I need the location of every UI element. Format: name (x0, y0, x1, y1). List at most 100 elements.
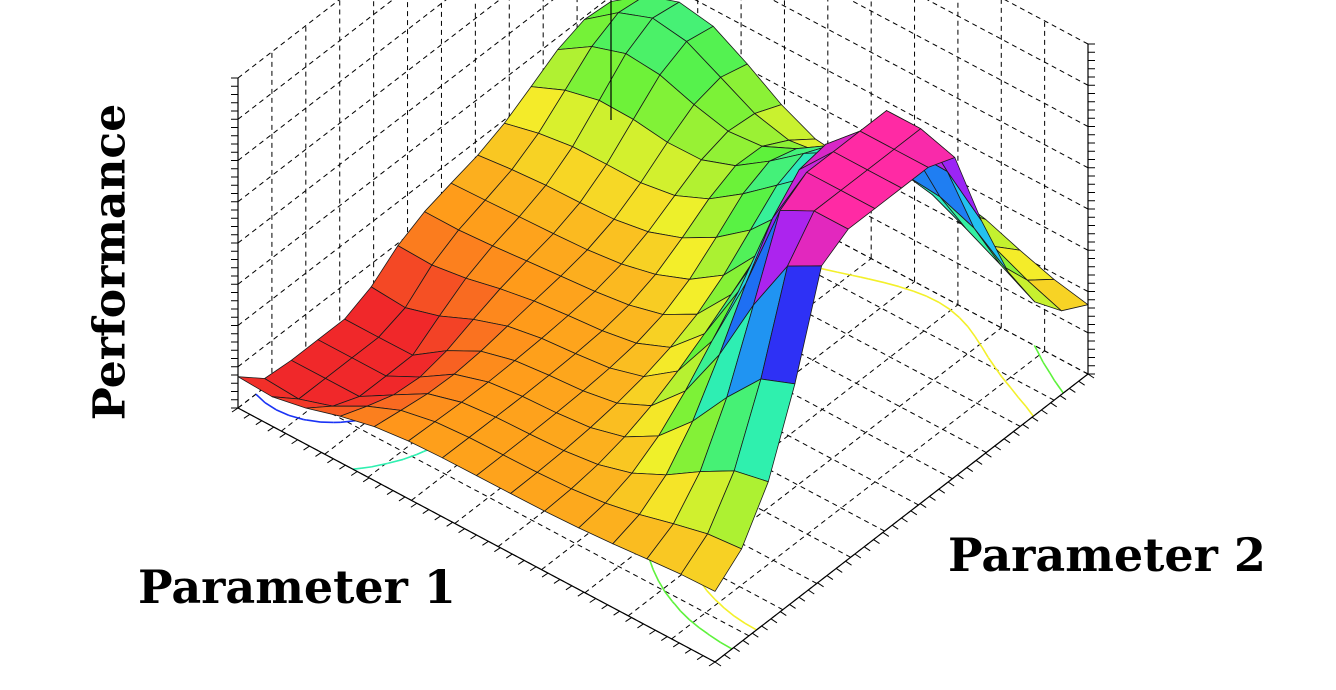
axis-tick (770, 618, 778, 624)
contour-line (707, 633, 710, 636)
contour-line (671, 601, 676, 605)
axis-tick (339, 464, 346, 470)
axis-tick (1087, 373, 1095, 379)
axis-tick (494, 547, 501, 553)
axis-tick (255, 420, 263, 426)
axis-tick (625, 617, 632, 622)
axis-tick (1022, 423, 1030, 429)
left-wall-grid-line (237, 0, 607, 285)
axis-tick (817, 582, 824, 588)
axis-tick (1059, 395, 1067, 401)
contour-line (1048, 372, 1056, 381)
surface-mesh (237, 0, 1089, 592)
contour-line (852, 274, 861, 278)
axis-tick (291, 439, 298, 445)
axis-tick (919, 503, 927, 509)
contour-line (1042, 361, 1051, 373)
axis-tick (938, 488, 946, 494)
contour-line (981, 346, 989, 358)
contour-line (688, 619, 700, 629)
axis-tick (873, 539, 880, 545)
axis-tick (684, 648, 692, 654)
contour-line (974, 336, 978, 340)
axis-tick (845, 560, 852, 566)
axis-tick (350, 471, 358, 476)
contour-line (836, 271, 854, 277)
axis-tick (362, 477, 370, 483)
floor-grid-line (671, 350, 1045, 640)
axis-tick (577, 591, 585, 597)
contour-line (352, 467, 362, 471)
x-axis-label: Parameter 1 (138, 560, 456, 614)
axis-tick (482, 540, 489, 546)
axis-tick (696, 655, 704, 661)
axis-tick (752, 632, 759, 638)
contour-line (883, 281, 900, 288)
axis-tick (458, 528, 465, 534)
axis-tick (742, 639, 750, 645)
axis-tick (957, 474, 964, 480)
contour-line (1033, 345, 1039, 352)
axis-tick (708, 661, 716, 667)
axis-tick (613, 610, 620, 616)
axis-tick (267, 426, 275, 432)
contour-line (1025, 405, 1034, 417)
axis-tick (327, 458, 334, 464)
axis-tick (589, 598, 597, 603)
axis-tick (541, 572, 549, 578)
right-wall-grid-line (849, 0, 1089, 127)
left-wall-grid-line (237, 0, 554, 244)
contour-line (723, 607, 735, 617)
contour-line (744, 622, 757, 631)
axis-tick (672, 642, 680, 648)
axis-tick (1013, 431, 1020, 437)
axis-tick (279, 432, 286, 438)
axis-tick (863, 546, 871, 552)
contour-line (651, 567, 654, 570)
axis-tick (649, 629, 656, 635)
axis-tick (929, 495, 936, 501)
contour-line (719, 641, 733, 650)
axis-tick (733, 647, 740, 653)
axis-tick (398, 496, 406, 502)
axis-tick (661, 636, 668, 642)
axis-tick (529, 566, 537, 572)
contour-line (659, 583, 666, 593)
contour-line (967, 326, 976, 338)
contour-line (698, 626, 709, 635)
contour-line (1055, 382, 1064, 394)
contour-line (361, 466, 372, 469)
contour-line (821, 267, 838, 273)
axis-tick (714, 661, 722, 667)
contour-line (371, 462, 388, 468)
floor-grid-line (271, 381, 750, 637)
contour-line (664, 591, 674, 603)
axis-tick (789, 603, 796, 609)
axis-tick (422, 509, 430, 515)
axis-tick (835, 567, 843, 573)
axis-tick (985, 452, 992, 458)
axis-tick (947, 481, 955, 487)
axis-tick (410, 502, 418, 508)
contour-line (416, 450, 424, 456)
contour-line (926, 295, 940, 304)
left-wall-grid-line (237, 37, 612, 326)
contour-line (709, 634, 721, 643)
axis-tick (1078, 380, 1085, 386)
z-axis-label: Performance (84, 103, 136, 421)
right-wall-grid-line (694, 0, 1089, 210)
axis-tick (315, 452, 322, 457)
axis-tick (231, 407, 239, 413)
axis-tick (1050, 402, 1057, 408)
axis-tick (1031, 416, 1039, 422)
y-axis-label: Parameter 2 (948, 528, 1266, 582)
axis-tick (1069, 387, 1076, 393)
axis-tick (901, 517, 908, 523)
contour-line (340, 420, 354, 424)
contour-line (1036, 350, 1044, 363)
axes-frame (231, 0, 1095, 667)
contour-line (255, 393, 266, 404)
surface-patch (680, 533, 742, 592)
axis-tick (826, 575, 834, 581)
contour-line (868, 278, 885, 284)
